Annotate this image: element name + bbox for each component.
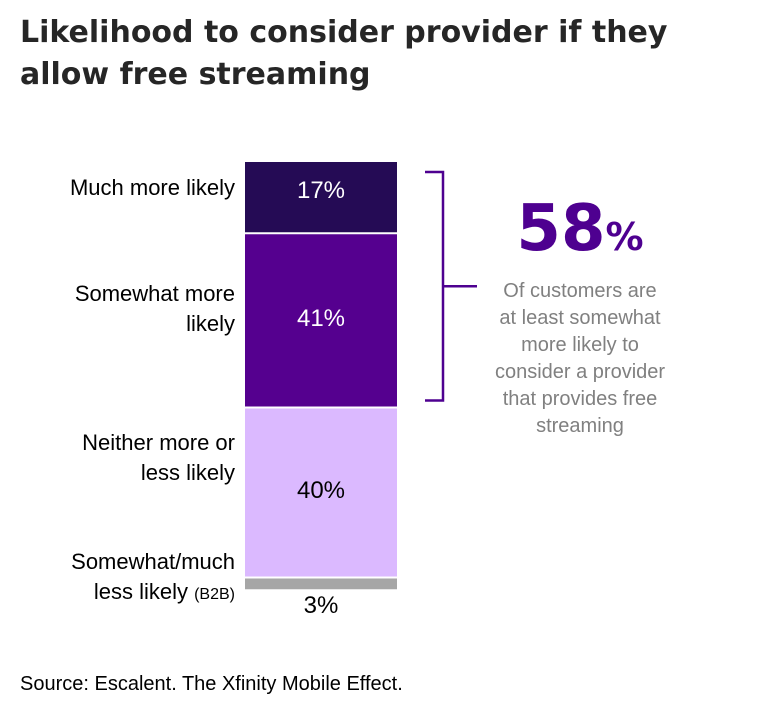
callout-description: Of customers are at least somewhat more … (494, 280, 666, 437)
category-label-somewhat-more-likely: Somewhat more likely (74, 281, 235, 336)
bar-segment-much-more-likely (245, 162, 397, 233)
source-note: Source: Escalent. The Xfinity Mobile Eff… (20, 673, 403, 695)
bar-segment-somewhat-more-likely (245, 234, 397, 407)
bar-segment-less-likely (245, 578, 397, 590)
callout-big-number: 58% (516, 192, 644, 266)
bar-value-label-41: 41% (296, 305, 346, 332)
chart-title: Likelihood to consider provider if they … (20, 15, 668, 92)
category-label-neither: Neither more or less likely (82, 430, 235, 485)
callout-bracket (425, 170, 477, 402)
bar-value-label-17: 17% (296, 177, 346, 204)
category-label-much-more-likely: Much more likely (69, 175, 235, 200)
bar-value-label-3: 3% (303, 592, 339, 619)
bar-segment-neither (245, 408, 397, 577)
callout: 58% Of customers are at least somewhat m… (470, 196, 690, 440)
bar-value-label-40: 40% (296, 477, 346, 504)
category-label-less-likely: Somewhat/much less likely (B2B) (71, 549, 235, 604)
